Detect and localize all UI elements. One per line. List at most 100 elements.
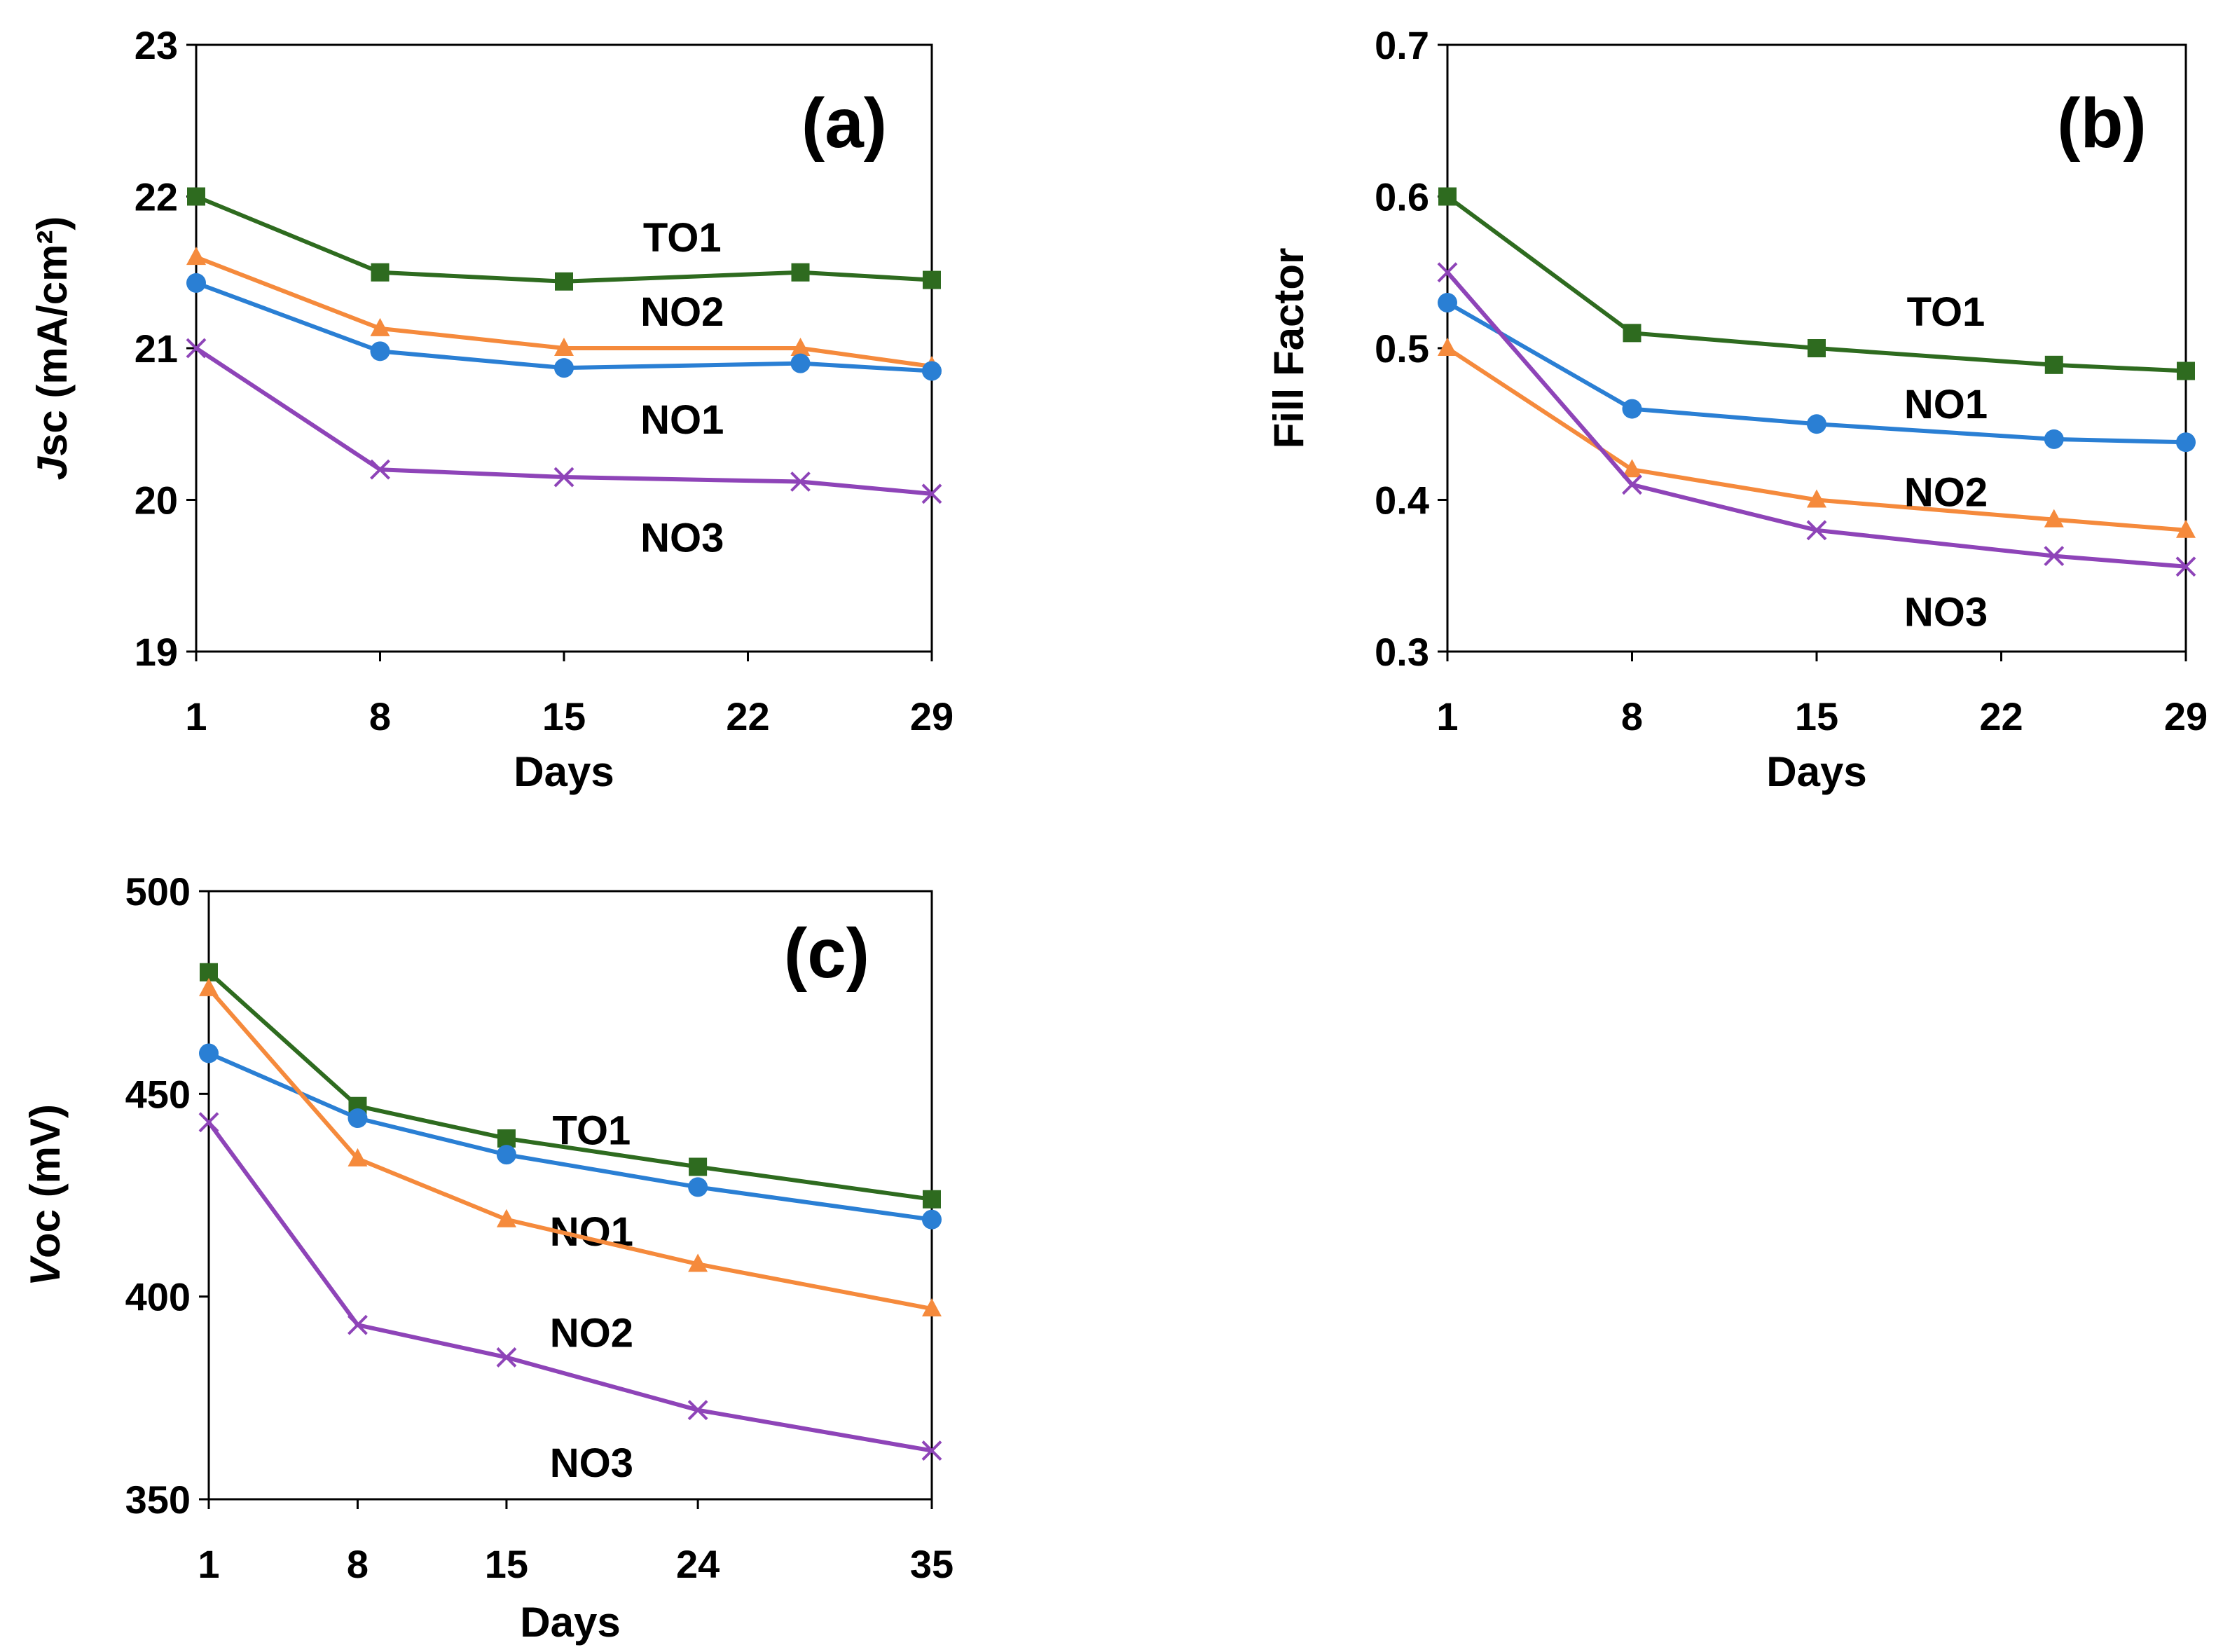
panel-b-series-no1-label: NO1 (1904, 382, 1988, 427)
panel-b-series-no3-point (2044, 546, 2065, 567)
panel-c-series-no1-point (496, 1145, 516, 1165)
panel-a-series-no3-point-stroke-b (553, 467, 574, 488)
panel-c-series-no2-point (496, 1209, 516, 1227)
panel-c-series-no3-label: NO3 (550, 1440, 633, 1486)
panel-b-series-no3-point (1437, 262, 1458, 283)
panel-a-series-no2-label: NO2 (640, 289, 724, 335)
panel-a: 19 20 21 22 23 1 8 15 22 29 Days Jsc (mA/cm²) (a) TO1… (29, 23, 954, 795)
panel-a-series-to1-point (923, 270, 941, 289)
panel-a-series-no2-point (790, 338, 811, 356)
panel-a-series-to1-point (371, 263, 390, 282)
panel-a-series-no1-point (790, 353, 811, 373)
panel-c-series-no3-point (496, 1347, 517, 1368)
panel-a-series-no3-point-stroke-b (921, 483, 942, 504)
panel-a-series-no1-point (370, 341, 390, 362)
panel-a-x-tick-label: 1 (185, 694, 207, 738)
panel-c-series-no3-point (347, 1314, 368, 1335)
panel-b-series-no2-point (2044, 509, 2064, 528)
panel-a-series-no3-point (790, 471, 811, 492)
panel-c-series-no2-point (199, 977, 219, 996)
panel-a-series-to1-point (187, 187, 205, 206)
panel-c-y-tick-label: 450 (125, 1072, 191, 1116)
panel-b-series-no1-point (1807, 414, 1826, 434)
panel-c-series-no1-point (922, 1209, 942, 1230)
panel-c-series-no3-point-stroke-b (921, 1440, 942, 1461)
panel-c-series-to1-point (497, 1129, 516, 1148)
panel-c-x-tick-label: 24 (676, 1542, 720, 1586)
panel-b-series-to1-label: TO1 (1907, 289, 1985, 335)
panel-a-y-tick-label: 20 (135, 479, 178, 523)
panel-c-label: (c) (784, 914, 869, 993)
panel-c-series-no3-point-stroke-b (347, 1314, 368, 1335)
panel-b-y-axis-title: Fill Factor (1265, 248, 1312, 449)
panel-b-series-no3-point (2175, 556, 2196, 577)
panel-c-series-no3-point (198, 1112, 219, 1133)
panel-c-y-tick-label: 350 (125, 1478, 191, 1522)
panel-a-y-axis-title: Jsc (mA/cm²) (29, 216, 76, 481)
panel-a-series-no3-point (921, 483, 942, 504)
panel-b-series-to1-point (1438, 187, 1457, 206)
panel-b-series-no3-point (1806, 520, 1827, 541)
panel-a-series-no3-point (186, 338, 207, 359)
panel-b-series-to1-point (2177, 362, 2195, 380)
panel-c-y-axis-title-rest: oc (mV) (22, 1104, 69, 1258)
panel-c-x-tick-label: 8 (347, 1542, 369, 1586)
panel-c-series-no3-point-stroke-b (687, 1400, 708, 1421)
panel-a-series-no1-point (922, 361, 942, 381)
panel-b-series-no1-point (2176, 432, 2196, 453)
panel-a-series-no2-point (370, 317, 390, 336)
panel-c-x-axis-title: Days (520, 1599, 620, 1646)
panel-b-label: (b) (2057, 84, 2147, 163)
panel-a-series-no1-label: NO1 (640, 397, 724, 443)
panel-c-series-no2-point (347, 1148, 368, 1166)
panel-c-series-no1-point (347, 1108, 368, 1129)
panel-b-y-tick-label: 0.5 (1375, 326, 1429, 371)
panel-c-x-tick-label: 1 (198, 1542, 219, 1586)
panel-c-y-tick-label: 500 (125, 869, 191, 914)
panel-b-x-tick-label: 22 (1979, 694, 2023, 738)
panel-b-series-no2-label: NO2 (1904, 470, 1988, 516)
panel-c-series-no3-point (921, 1440, 942, 1461)
panel-a-series-to1-line (195, 194, 932, 284)
panel-b-series-no3-point-stroke-b (1622, 474, 1642, 495)
panel-a-series-no3-point-stroke-b (186, 338, 207, 359)
panel-a-series-no1-line (195, 281, 932, 373)
panel-c-x-tick-label: 15 (485, 1542, 528, 1586)
panel-c-y-axis-title-italic: V (22, 1255, 69, 1286)
panel-a-series-to1-label: TO1 (643, 215, 722, 261)
panel-b-series-no2-point (1438, 338, 1457, 356)
panel-b-series-to1-point (1623, 324, 1641, 343)
panel-a-series-to1: TO1 (187, 187, 941, 291)
panel-b-y-tick-label: 0.3 (1375, 630, 1429, 674)
panel-c-series-no3-point-stroke-b (198, 1112, 219, 1133)
panel-b-series-to1-point (1808, 339, 1826, 357)
panel-a-y-axis-title-italic: J (29, 455, 76, 480)
panel-b-series-no2: NO2 (1438, 338, 2196, 538)
panel-a-series-no1-point (554, 358, 574, 378)
panel-a-x-axis-title: Days (514, 748, 614, 795)
panel-c-series-no2-point (688, 1253, 708, 1272)
panel-c-series-no3-point (687, 1400, 708, 1421)
panel-a-y-tick-label: 19 (135, 630, 178, 674)
panel-b-x-tick-label: 15 (1795, 694, 1838, 738)
panel-b-x-axis-title: Days (1766, 748, 1866, 795)
panel-a-series-no3: NO3 (186, 338, 942, 561)
panel-a-series-no2-point (554, 338, 574, 356)
panel-c-series-no3-point-stroke-b (496, 1347, 517, 1368)
panel-a-series-no2-point (186, 247, 206, 266)
panel-b-series-no3-point-stroke-b (2044, 546, 2065, 567)
panel-c-series-no2-label: NO2 (550, 1311, 633, 1356)
panel-c-series-to1-point (923, 1190, 941, 1209)
panel-a-y-tick-label: 23 (135, 23, 178, 67)
panel-a-y-axis-title-rest: sc (mA/cm²) (29, 216, 76, 457)
panel-c-series-no1-point (199, 1043, 219, 1064)
panel-c-series-no2-point (922, 1298, 942, 1317)
panel-b-y-axis-title-rest: Fill Factor (1265, 248, 1312, 449)
panel-b-x-tick-label: 29 (2164, 694, 2208, 738)
panel-a-x-tick-label: 15 (542, 694, 586, 738)
panel-b-series-no3: NO3 (1437, 262, 2196, 635)
panel-c-series-to1-label: TO1 (552, 1108, 631, 1153)
panel-b-series-no1-point (2044, 429, 2064, 449)
panel-a-y-tick-label: 22 (135, 175, 178, 219)
